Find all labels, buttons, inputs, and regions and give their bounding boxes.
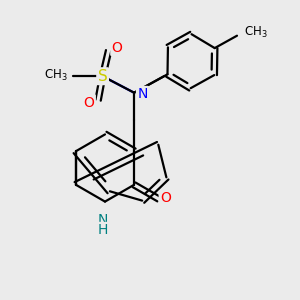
Text: N: N xyxy=(137,87,148,101)
Text: O: O xyxy=(112,41,122,55)
Text: O: O xyxy=(84,96,94,110)
Text: CH$_3$: CH$_3$ xyxy=(244,25,267,40)
Text: CH$_3$: CH$_3$ xyxy=(44,68,68,83)
Text: H: H xyxy=(98,223,108,237)
Text: S: S xyxy=(98,69,107,84)
Text: O: O xyxy=(160,191,171,206)
Text: N: N xyxy=(98,213,108,227)
